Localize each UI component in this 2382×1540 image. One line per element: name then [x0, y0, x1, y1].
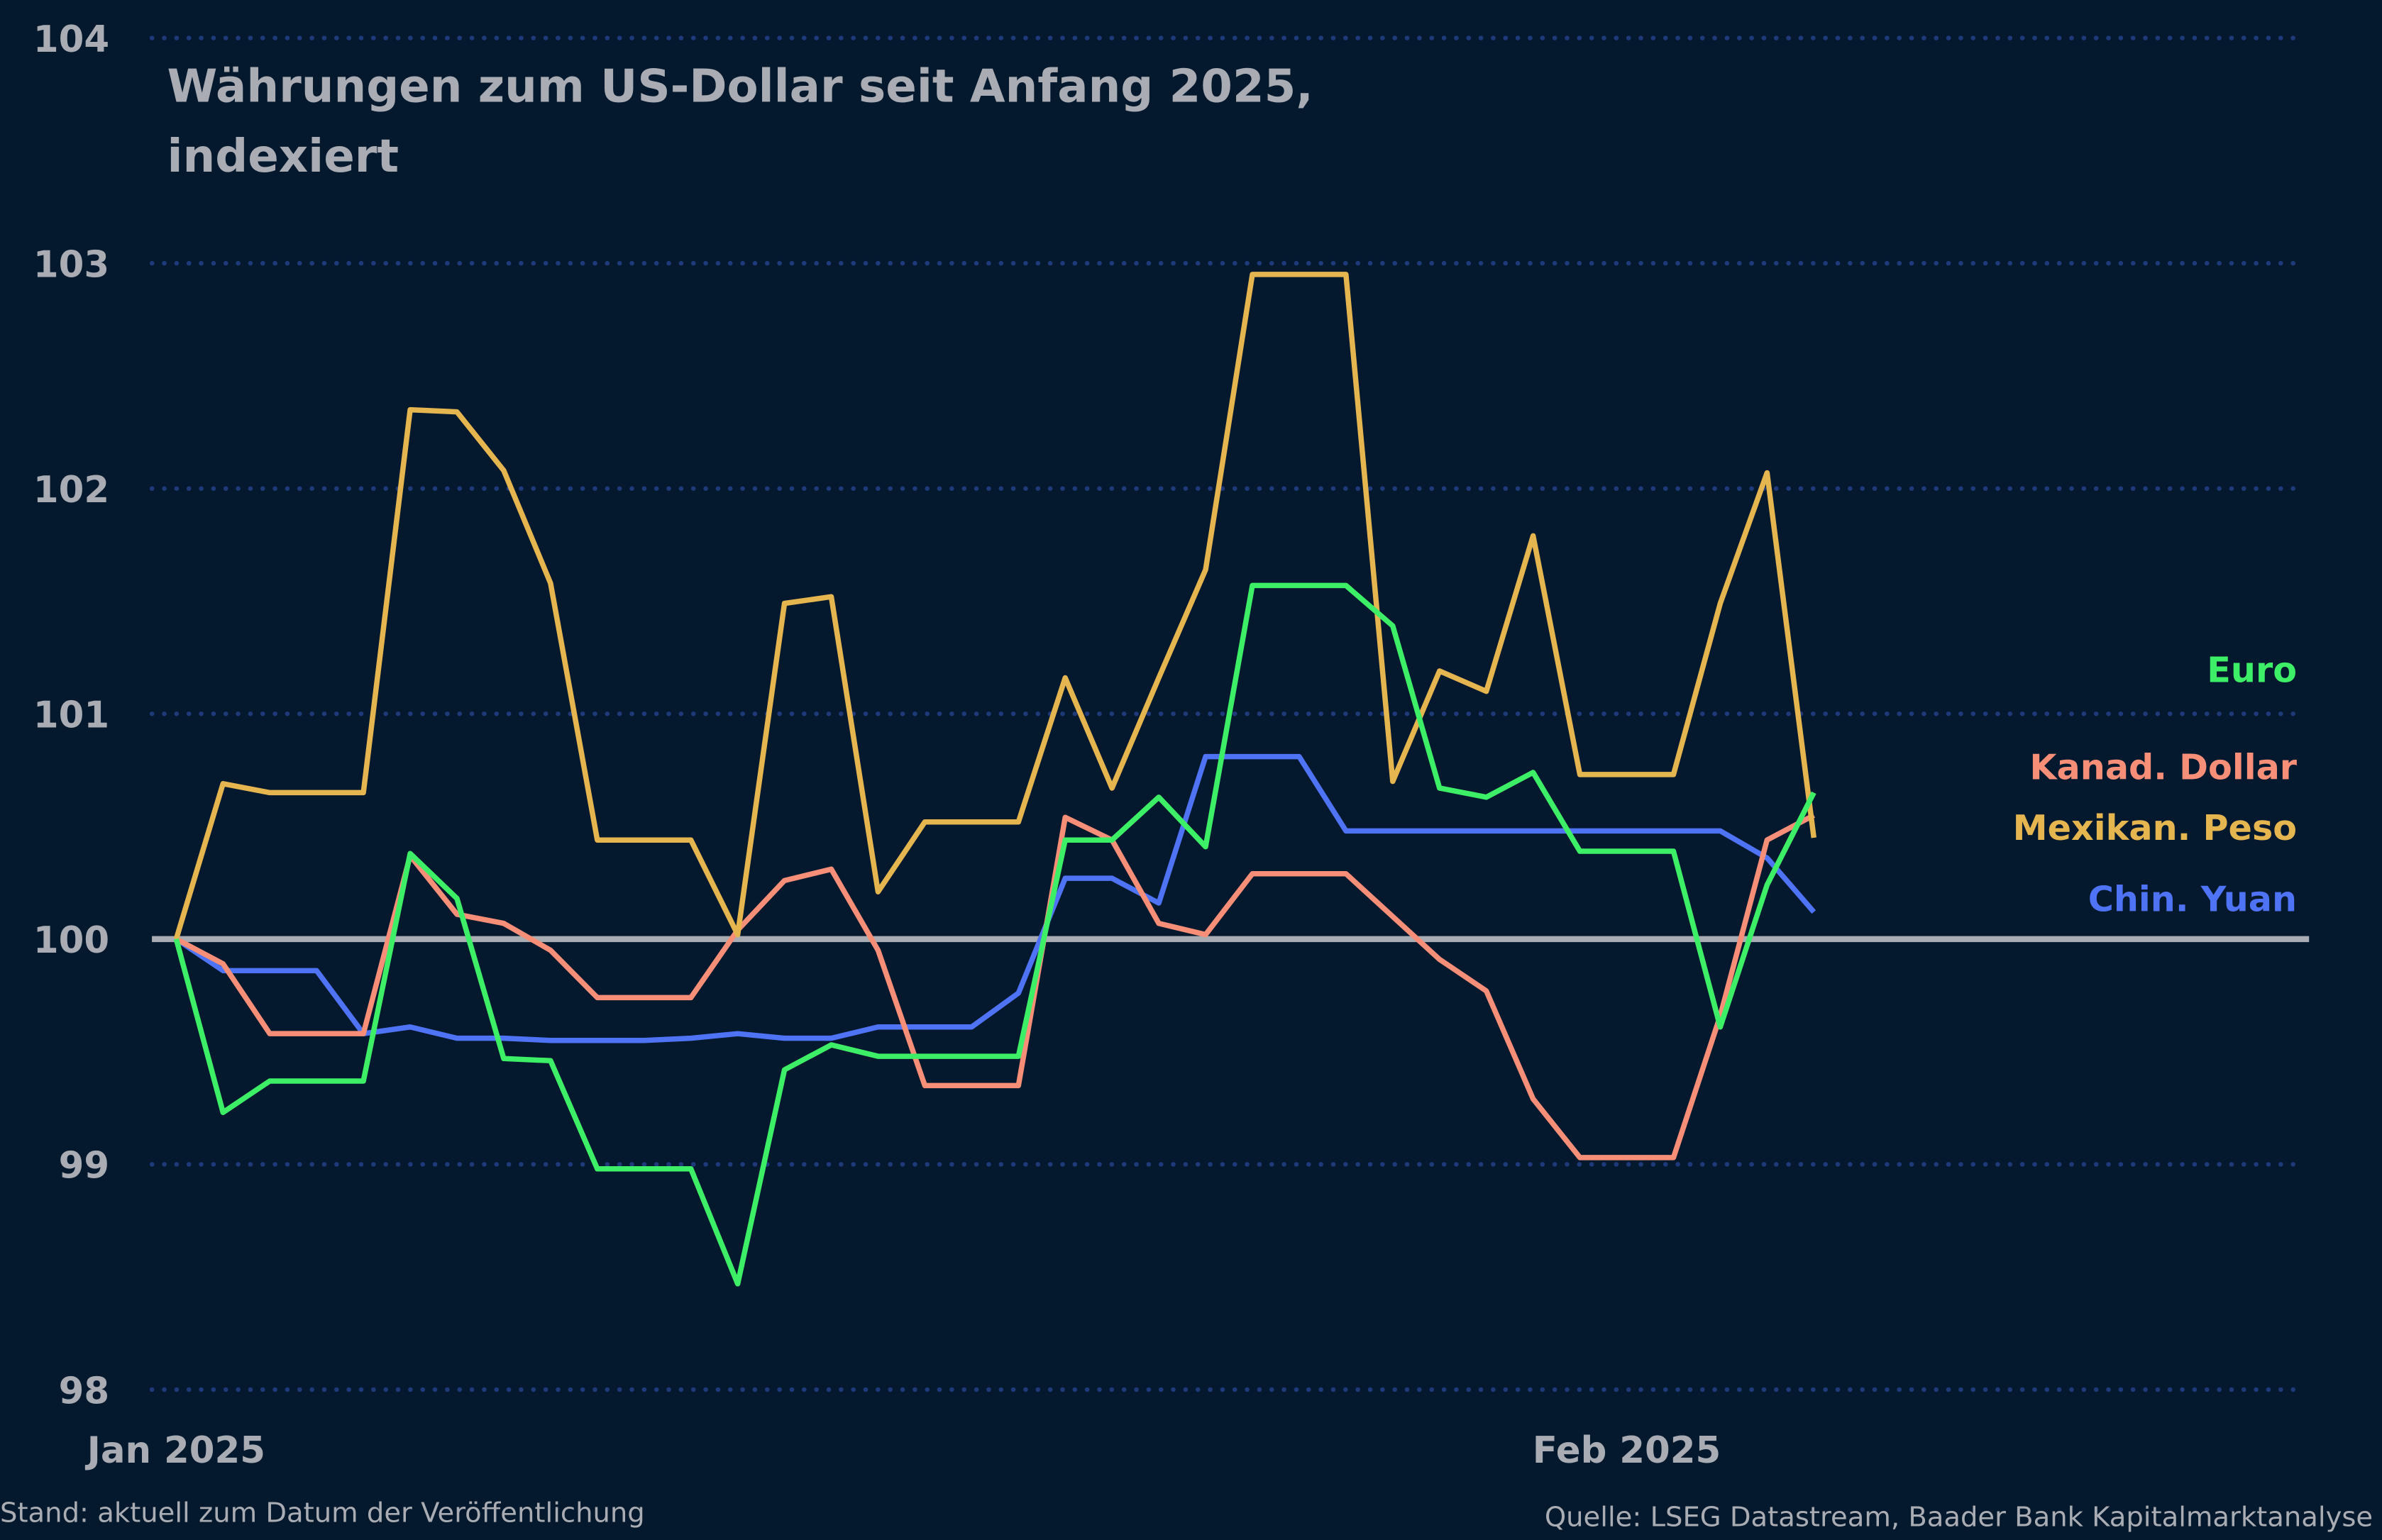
y-axis-ticks: 98 99 100 101 102 103 104 [33, 18, 109, 1412]
x-tick-label: Feb 2025 [1533, 1429, 1721, 1472]
chart-title-line2: indexiert [167, 130, 399, 183]
y-tick-label: 103 [33, 243, 109, 286]
y-tick-label: 100 [33, 919, 109, 962]
y-tick-label: 102 [33, 469, 109, 511]
y-tick-label: 101 [33, 694, 109, 737]
series-label: Kanad. Dollar [2029, 746, 2297, 787]
footer-note: Stand: aktuell zum Datum der Veröffentli… [0, 1497, 645, 1529]
x-axis-ticks: Jan 2025 Feb 2025 [85, 1429, 1721, 1472]
y-tick-label: 104 [33, 18, 109, 61]
chart-title-line1: Währungen zum US-Dollar seit Anfang 2025… [167, 60, 1313, 113]
y-tick-label: 98 [59, 1370, 110, 1412]
series-label: Euro [2207, 649, 2297, 690]
y-tick-label: 99 [59, 1145, 110, 1187]
series-lines [173, 272, 1817, 1287]
series-labels: Euro Kanad. Dollar Mexikan. Peso Chin. Yuan [2013, 649, 2298, 919]
series-line-euro [173, 582, 1816, 1287]
footer-source: Quelle: LSEG Datastream, Baader Bank Kap… [1545, 1502, 2373, 1534]
series-label: Chin. Yuan [2088, 879, 2297, 920]
series-label: Mexikan. Peso [2013, 807, 2298, 848]
x-tick-label: Jan 2025 [85, 1429, 265, 1472]
series-line-mexikan-peso [173, 272, 1817, 940]
series-line-kanad-dollar [175, 812, 1816, 1160]
series-line-chin-yuan [175, 753, 1816, 1043]
